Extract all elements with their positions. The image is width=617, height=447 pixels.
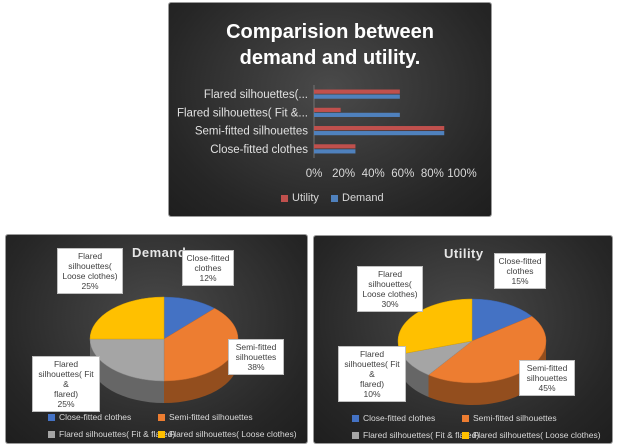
bar-demand xyxy=(314,149,356,154)
demand-label-flared-loose: Flared silhouettes( Loose clothes) 25% xyxy=(57,248,123,294)
bar-category-label: Flared silhouettes( Fit &... xyxy=(177,107,308,119)
bar-demand xyxy=(314,112,400,117)
demand-swatch xyxy=(331,194,338,202)
bar-chart-title-line-2: demand and utility. xyxy=(239,47,421,69)
demand-pie-slice xyxy=(89,338,165,382)
bar-x-tick-label: 80% xyxy=(421,168,444,180)
utility-label-semi-fitted: Semi-fitted silhouettes 45% xyxy=(519,360,575,396)
demand-legend-semi-fitted: Semi-fitted silhouettes xyxy=(158,412,253,422)
demand-label-semi-fitted: Semi-fitted silhouettes 38% xyxy=(228,339,284,375)
swatch-flared-loose xyxy=(158,431,165,439)
demand-pie-title: Demand xyxy=(132,245,187,260)
demand-label-flared-fit: Flared silhouettes( Fit & flared) 25% xyxy=(32,356,100,412)
demand-legend-flared-fit: Flared silhouettes( Fit & flared) xyxy=(48,429,175,439)
bar-chart-title: Comparision between demand and utility. xyxy=(169,19,491,71)
bar-chart-plot: Close-fitted clothes Semi-fitted silhouet… xyxy=(177,85,477,180)
legend-text: Flared silhouettes( Fit & flared) xyxy=(59,429,176,439)
utility-legend-flared-fit: Flared silhouettes( Fit & flared) xyxy=(352,430,479,440)
swatch-semi-fitted xyxy=(462,415,469,423)
bar-utility xyxy=(314,144,356,149)
bar-utility xyxy=(314,126,445,131)
bar-utility xyxy=(314,107,341,112)
bar-demand xyxy=(314,94,400,99)
bar-category-label: Close-fitted clothes xyxy=(210,144,308,156)
swatch-semi-fitted xyxy=(158,414,165,422)
legend-label-utility: Utility xyxy=(292,192,319,204)
utility-swatch xyxy=(281,194,288,202)
bar-category-label: Semi-fitted silhouettes xyxy=(195,126,308,138)
utility-legend-close-fitted: Close-fitted clothes xyxy=(352,413,435,423)
bar-x-tick-label: 60% xyxy=(391,168,414,180)
utility-label-flared-loose: Flared silhouettes( Loose clothes) 30% xyxy=(357,266,423,312)
bar-utility xyxy=(314,89,400,94)
demand-pie-slice xyxy=(89,296,165,340)
demand-label-close-fitted: Close-fitted clothes 12% xyxy=(182,250,234,286)
bar-chart-title-line-1: Comparision between xyxy=(226,21,434,43)
legend-text: Semi-fitted silhouettes xyxy=(473,413,557,423)
utility-pie-plot xyxy=(397,298,547,405)
utility-pie-slice-side xyxy=(428,341,546,405)
demand-pie-plot xyxy=(89,296,239,403)
legend-text: Flared silhouettes( Fit & flared) xyxy=(363,430,480,440)
legend-text: Flared silhouettes( Loose clothes) xyxy=(169,429,297,439)
utility-label-close-fitted: Close-fitted clothes 15% xyxy=(494,253,546,289)
bar-x-tick-label: 100% xyxy=(447,168,476,180)
legend-label-demand: Demand xyxy=(342,192,384,204)
utility-label-flared-fit: Flared silhouettes( Fit & flared) 10% xyxy=(338,346,406,402)
bar-chart-panel: Comparision between demand and utility. … xyxy=(169,3,491,216)
bar-x-tick-label: 20% xyxy=(332,168,355,180)
utility-legend-flared-loose: Flared silhouettes( Loose clothes) xyxy=(462,430,601,440)
utility-pie-panel: Utility Close-fitted clothes 15% Semi-fi… xyxy=(314,236,612,443)
bar-legend-utility: Utility xyxy=(281,192,319,204)
swatch-close-fitted xyxy=(352,415,359,423)
demand-pie-panel: Demand Close-fitted clothes 12% Semi-fit… xyxy=(6,235,307,443)
demand-pie-slice-side xyxy=(90,339,164,403)
swatch-flared-loose xyxy=(462,432,469,440)
legend-text: Flared silhouettes( Loose clothes) xyxy=(473,430,601,440)
swatch-close-fitted xyxy=(48,414,55,422)
swatch-flared-fit xyxy=(352,432,359,440)
bar-legend-demand: Demand xyxy=(331,192,384,204)
utility-legend-semi-fitted: Semi-fitted silhouettes xyxy=(462,413,557,423)
demand-pie-slice-side xyxy=(164,339,238,403)
utility-pie-slice-side xyxy=(401,353,429,397)
bar-demand xyxy=(314,131,445,136)
legend-text: Close-fitted clothes xyxy=(363,413,436,423)
legend-text: Close-fitted clothes xyxy=(59,412,132,422)
utility-pie-slice xyxy=(471,298,533,342)
bar-category-label: Flared silhouettes(... xyxy=(204,89,308,101)
demand-legend-flared-loose: Flared silhouettes( Loose clothes) xyxy=(158,429,297,439)
bar-x-tick-label: 40% xyxy=(362,168,385,180)
legend-text: Semi-fitted silhouettes xyxy=(169,412,253,422)
swatch-flared-fit xyxy=(48,431,55,439)
bar-x-tick-label: 0% xyxy=(306,168,323,180)
demand-legend-close-fitted: Close-fitted clothes xyxy=(48,412,131,422)
utility-pie-title: Utility xyxy=(444,246,484,261)
